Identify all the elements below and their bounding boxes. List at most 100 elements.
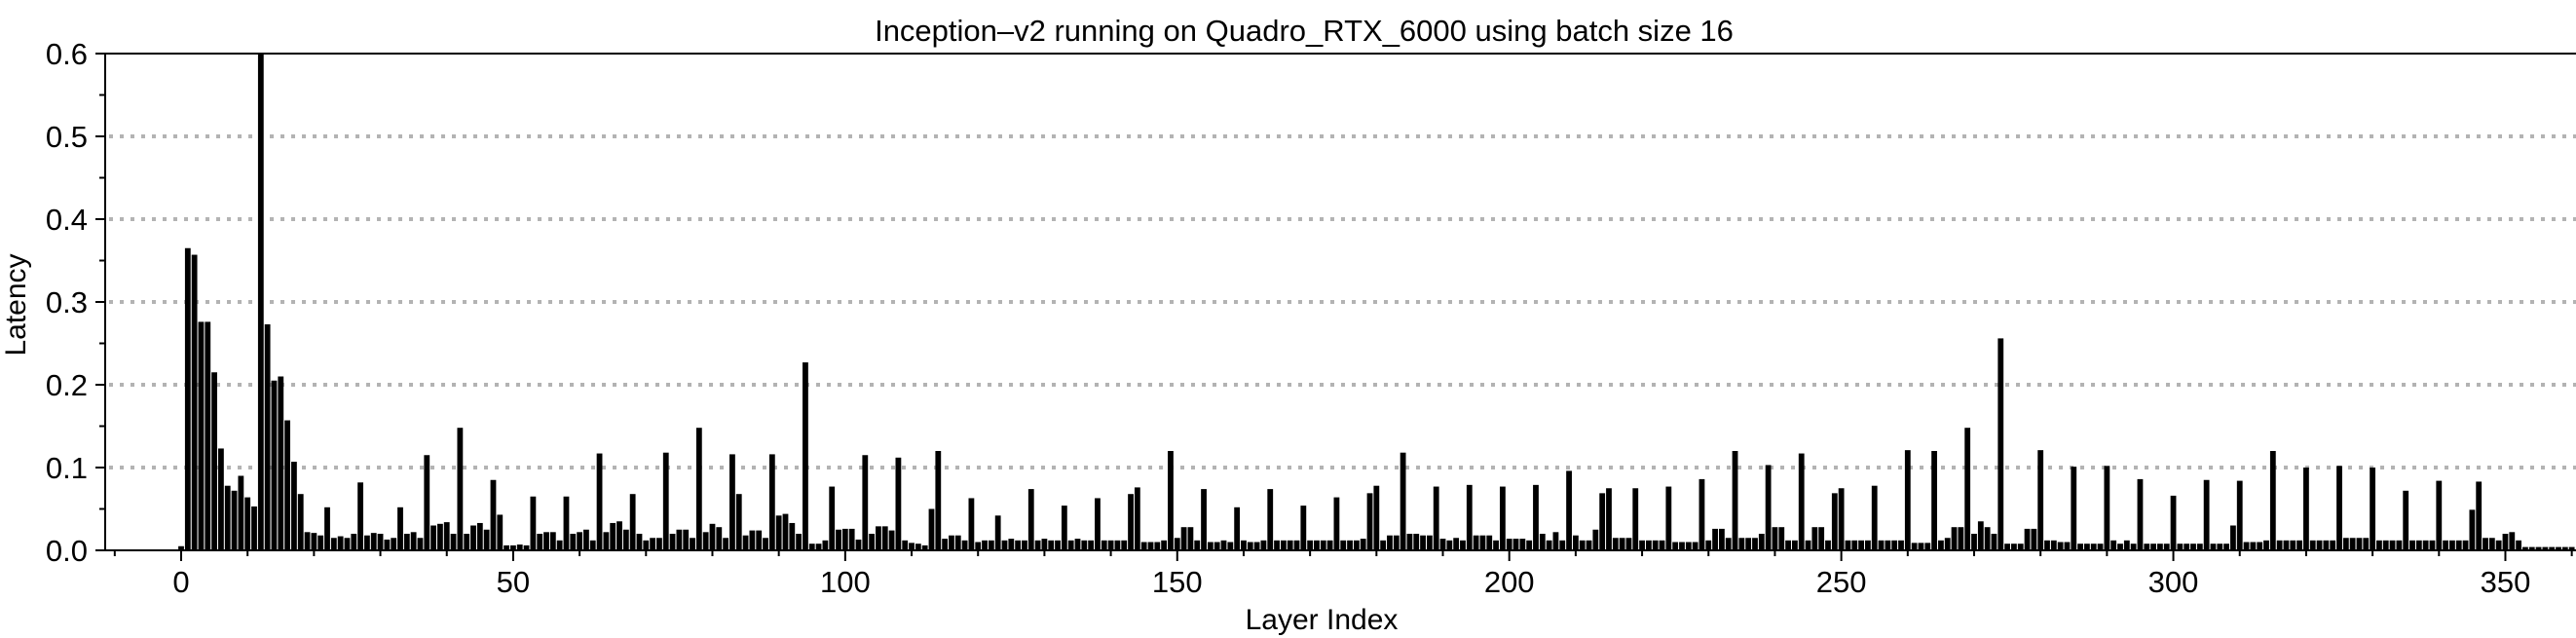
bar — [656, 538, 662, 550]
bar — [1864, 540, 1871, 550]
bar — [2469, 509, 2476, 550]
bar — [1791, 540, 1798, 550]
bar — [1107, 540, 1114, 550]
bar — [443, 522, 450, 550]
bar — [563, 496, 570, 550]
bar — [2309, 540, 2316, 550]
bar — [583, 529, 589, 550]
bar — [1838, 488, 1845, 550]
bar — [1027, 489, 1034, 550]
bar — [257, 54, 264, 550]
bar — [928, 508, 935, 550]
bar — [1055, 540, 1061, 550]
bar — [616, 521, 622, 550]
bar — [178, 545, 184, 550]
bar — [2064, 542, 2071, 550]
bars-group — [178, 54, 2575, 550]
bar — [1128, 494, 1134, 550]
bar — [2196, 544, 2203, 550]
bar — [1519, 539, 1526, 550]
bar — [1048, 540, 1055, 550]
bar — [1692, 542, 1699, 550]
bar — [191, 254, 198, 550]
bar — [2223, 544, 2229, 550]
bar — [716, 527, 723, 550]
bar — [2024, 528, 2031, 550]
bar — [1579, 540, 1586, 550]
bar — [1712, 528, 1718, 550]
bar — [2011, 544, 2017, 550]
bar — [330, 538, 337, 550]
bar — [384, 539, 391, 550]
bar — [862, 455, 869, 550]
bar — [1586, 540, 1592, 550]
bar — [954, 535, 961, 550]
bar — [2190, 544, 2196, 550]
y-tick-label: 0.4 — [46, 203, 88, 237]
bar — [297, 494, 304, 550]
bar — [1460, 540, 1466, 550]
bar — [2110, 540, 2117, 550]
bar — [961, 540, 968, 550]
bar — [1772, 527, 1778, 550]
bar — [1506, 539, 1512, 550]
bar — [1260, 540, 1267, 550]
bar — [344, 538, 351, 550]
bar — [1566, 470, 1572, 550]
x-tick-label: 250 — [1816, 565, 1867, 599]
bar — [1904, 450, 1911, 550]
bar — [709, 523, 716, 550]
bar — [2210, 544, 2217, 550]
bar — [337, 536, 344, 550]
bar — [1393, 535, 1400, 550]
bar — [2568, 546, 2575, 550]
bar — [264, 323, 271, 550]
bar — [1818, 527, 1825, 550]
bar — [2090, 544, 2097, 550]
bar — [869, 534, 876, 550]
bar — [1845, 540, 1851, 550]
bar — [2077, 544, 2083, 550]
bar — [324, 507, 330, 550]
bar — [1606, 488, 1612, 550]
bar — [2144, 544, 2150, 550]
bar — [2263, 540, 2269, 550]
x-tick-label: 350 — [2481, 565, 2531, 599]
bar — [198, 321, 205, 550]
bar — [2163, 544, 2170, 550]
x-tick-label: 300 — [2148, 565, 2199, 599]
bar — [437, 523, 443, 550]
bar — [1758, 534, 1765, 550]
bar — [935, 451, 942, 550]
bar — [2203, 479, 2210, 550]
bar — [902, 540, 909, 550]
bar — [2250, 542, 2257, 550]
bar — [968, 498, 975, 550]
bar — [1247, 542, 1253, 550]
bar — [1984, 527, 1991, 550]
bar — [1685, 542, 1692, 550]
bar — [2157, 544, 2163, 550]
bar — [1552, 532, 1559, 550]
bar — [1652, 540, 1659, 550]
bar — [231, 490, 238, 550]
bar — [1811, 527, 1818, 550]
bar — [622, 529, 629, 550]
bar — [1539, 534, 1546, 550]
bar — [1400, 452, 1406, 550]
bar — [1512, 539, 1519, 550]
bar — [2137, 478, 2144, 550]
bar — [1008, 539, 1015, 550]
bar — [1858, 540, 1864, 550]
bar — [1599, 493, 1606, 550]
bar — [1300, 506, 1307, 550]
bar — [1453, 538, 1460, 550]
bar — [1439, 539, 1446, 550]
bar — [1991, 534, 1997, 550]
bar — [1194, 540, 1201, 550]
bar — [2528, 546, 2535, 550]
bar — [397, 507, 403, 550]
bar — [1493, 540, 1499, 550]
bar — [570, 534, 577, 550]
bar — [2296, 540, 2303, 550]
